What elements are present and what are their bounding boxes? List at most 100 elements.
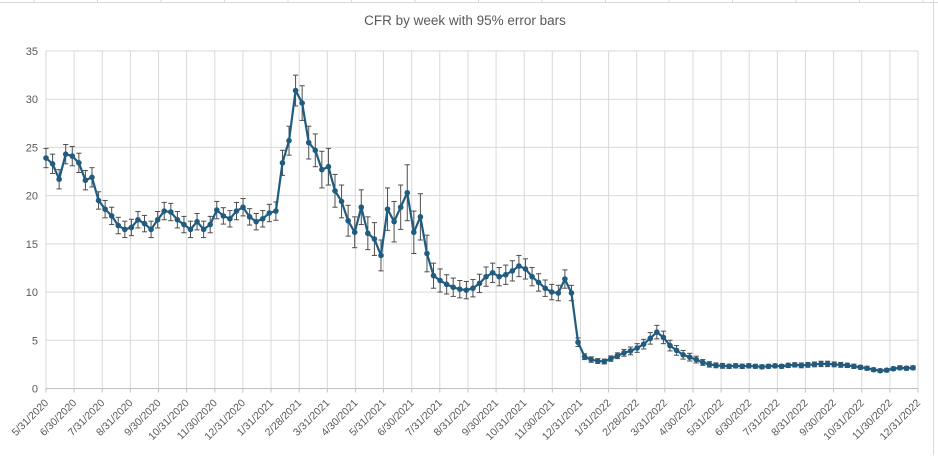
data-point xyxy=(397,204,404,211)
data-point xyxy=(667,342,673,349)
data-point xyxy=(752,363,759,370)
data-point xyxy=(575,339,581,346)
data-point xyxy=(319,166,325,173)
data-point xyxy=(621,350,627,356)
data-point xyxy=(627,348,634,354)
data-point xyxy=(404,189,411,196)
data-point xyxy=(851,363,857,370)
data-point xyxy=(102,206,108,212)
data-point xyxy=(660,334,667,341)
data-point xyxy=(273,208,279,214)
data-point xyxy=(778,363,785,370)
data-point xyxy=(765,363,772,370)
data-point xyxy=(424,250,430,257)
data-point xyxy=(463,287,470,293)
gridlines xyxy=(45,50,919,389)
data-point xyxy=(391,218,397,225)
data-point xyxy=(266,210,273,216)
y-axis-labels: 0 5 10 15 20 25 30 35 xyxy=(26,46,38,396)
data-point xyxy=(640,341,647,347)
data-point xyxy=(818,361,824,367)
data-point xyxy=(824,361,831,367)
data-point xyxy=(450,284,457,291)
data-point xyxy=(555,290,562,296)
data-point xyxy=(634,345,640,351)
data-point xyxy=(76,160,82,166)
data-point xyxy=(686,354,693,360)
data-point xyxy=(233,208,240,214)
data-point xyxy=(332,188,338,194)
data-point xyxy=(253,218,259,225)
data-point xyxy=(542,285,548,292)
data-point xyxy=(411,229,417,236)
data-point xyxy=(529,273,535,280)
data-point xyxy=(246,214,253,220)
data-point xyxy=(719,363,726,369)
data-point xyxy=(903,365,910,372)
data-point xyxy=(371,236,378,242)
data-point xyxy=(910,364,916,371)
data-point xyxy=(69,153,76,159)
data-point xyxy=(732,363,739,369)
data-point xyxy=(785,362,792,369)
data-point xyxy=(312,147,319,154)
data-point xyxy=(890,365,897,372)
data-point xyxy=(305,139,312,146)
data-point xyxy=(700,359,706,366)
data-point xyxy=(351,229,358,236)
data-point xyxy=(568,290,575,296)
data-point xyxy=(141,220,148,227)
data-point xyxy=(286,137,292,144)
data-point xyxy=(56,176,62,183)
data-point xyxy=(365,230,371,237)
data-point xyxy=(745,363,752,369)
data-point xyxy=(220,213,227,219)
y-tick-label: 30 xyxy=(26,94,38,106)
data-point xyxy=(437,277,443,284)
y-tick-label: 5 xyxy=(32,335,38,347)
data-point xyxy=(739,363,746,370)
x-axis-labels: 5/31/20206/30/20207/31/20208/31/20209/30… xyxy=(10,397,924,443)
data-point xyxy=(456,286,463,292)
data-point xyxy=(181,221,187,228)
y-tick-label: 0 xyxy=(32,384,38,396)
y-tick-label: 35 xyxy=(26,46,38,58)
data-point xyxy=(608,355,614,362)
data-point xyxy=(844,362,851,369)
data-point xyxy=(706,361,713,368)
data-point xyxy=(673,347,680,354)
data-point xyxy=(594,358,601,364)
data-point xyxy=(516,263,522,269)
data-point xyxy=(483,273,489,280)
data-point xyxy=(325,163,332,170)
data-point xyxy=(713,362,719,369)
data-point xyxy=(43,155,49,161)
data-point xyxy=(680,351,686,358)
data-point xyxy=(502,271,509,278)
data-point xyxy=(870,366,877,373)
data-point xyxy=(857,364,864,371)
data-point xyxy=(535,279,542,286)
data-point xyxy=(883,367,890,373)
data-point xyxy=(864,365,870,372)
y-tick-label: 15 xyxy=(26,239,38,251)
data-point xyxy=(837,362,844,368)
data-point xyxy=(338,198,345,205)
data-point xyxy=(496,273,503,280)
chart-title: CFR by week with 95% error bars xyxy=(364,13,566,28)
data-point xyxy=(759,364,765,370)
data-point xyxy=(128,224,135,231)
data-point xyxy=(772,363,778,369)
y-tick-label: 20 xyxy=(26,191,38,203)
data-point xyxy=(154,216,161,223)
data-point xyxy=(811,361,818,368)
data-point xyxy=(443,281,450,288)
data-point xyxy=(489,269,496,276)
data-point xyxy=(358,204,365,211)
data-point xyxy=(798,362,805,369)
data-point xyxy=(654,329,660,335)
data-point xyxy=(726,363,732,370)
series-line xyxy=(44,89,915,372)
data-point xyxy=(384,206,391,212)
